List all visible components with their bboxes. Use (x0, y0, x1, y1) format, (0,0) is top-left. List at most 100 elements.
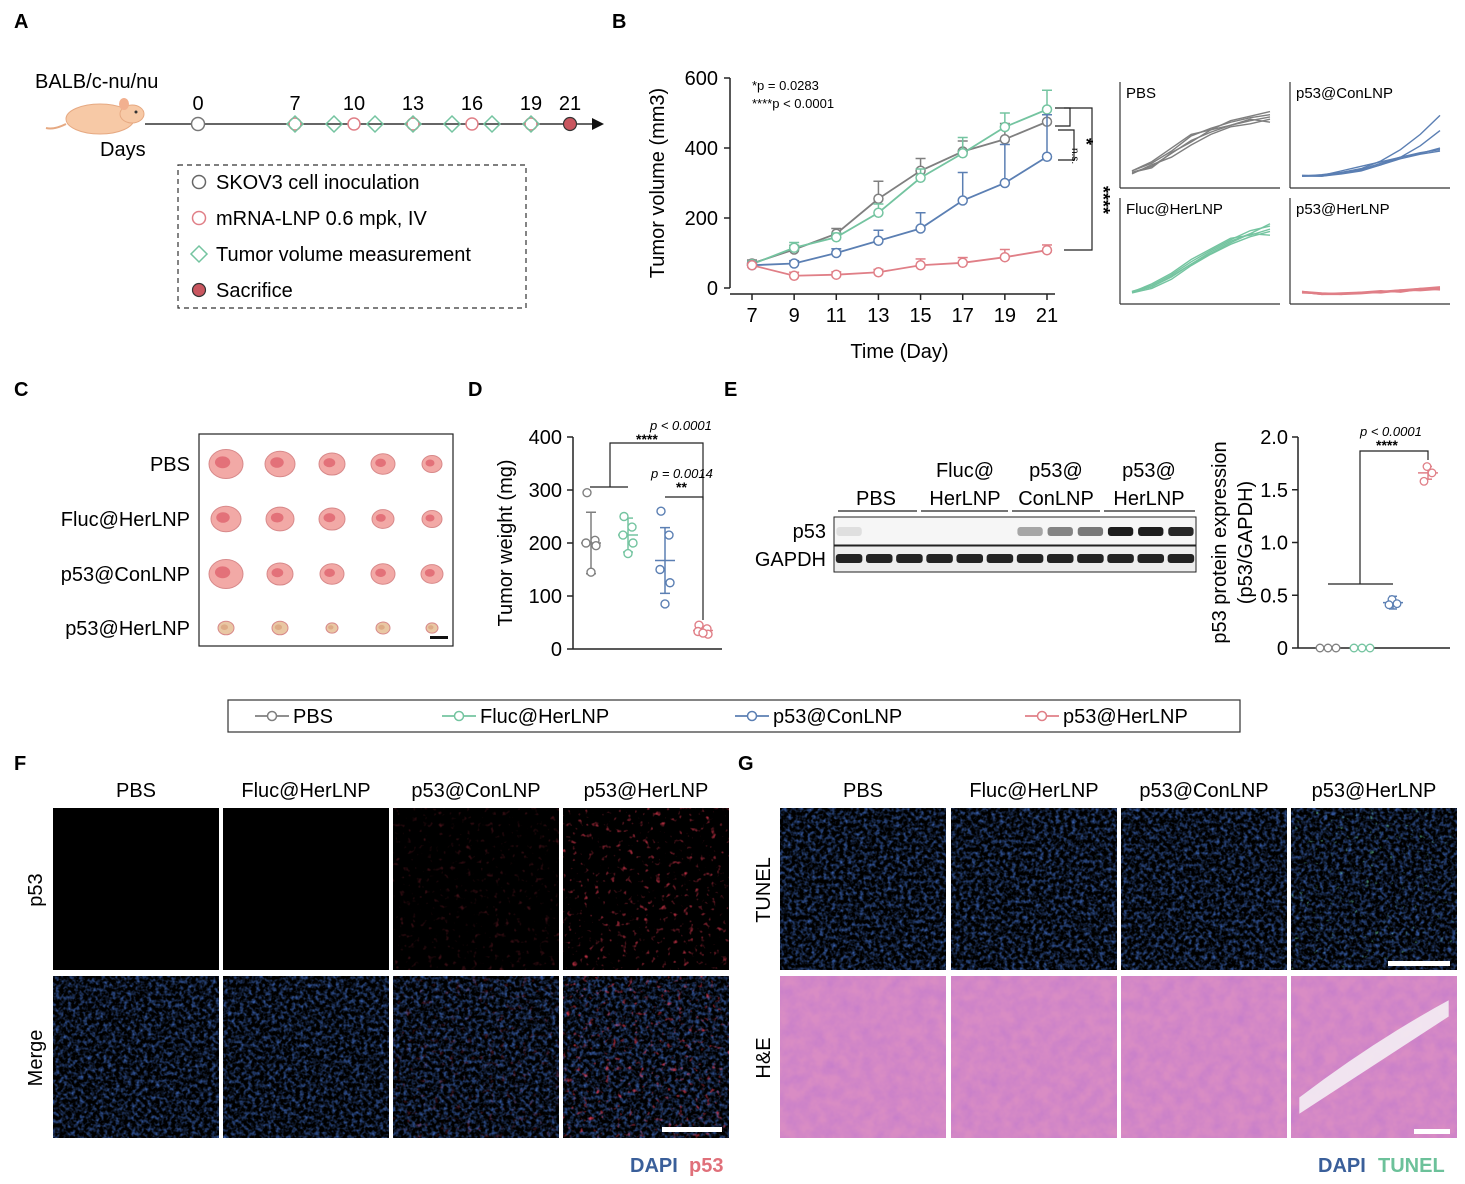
e-group-1 (1349, 643, 1375, 653)
tumor-highlight (375, 514, 386, 522)
b-axes: 0 200 400 600 7 9 11 13 15 17 19 21 Time (Day) Tumor … (647, 68, 1058, 363)
e-ytick-2.0: 2.0 (1260, 427, 1288, 449)
legend-label: mRNA-LNP 0.6 mpk, IV (216, 208, 427, 230)
b-small-line (1301, 287, 1441, 295)
f-stain-dapi: DAPI (630, 1155, 678, 1177)
timeline-tick-19: 19 (520, 93, 542, 115)
band-gapdh (835, 554, 863, 563)
b-small-plot-3: p53@HerLNP (1289, 198, 1450, 305)
b-point (999, 177, 1011, 189)
d-group-2 (655, 506, 675, 609)
g-scale-bar-2 (1414, 1129, 1450, 1134)
legend-point (1036, 710, 1048, 722)
b-sig-ns: n.s. (1069, 148, 1080, 164)
e-group-0 (1315, 643, 1341, 653)
band-gapdh (896, 554, 923, 563)
blot-group-label: HerLNP (929, 488, 1000, 510)
e-point (1315, 643, 1325, 653)
b-point (999, 134, 1011, 145)
tumor-highlight (274, 624, 282, 630)
tumor-highlight (424, 569, 435, 577)
b-ytick-400: 400 (685, 138, 718, 160)
legend-label-0: PBS (293, 706, 333, 728)
b-point (957, 148, 968, 159)
d-group-1 (618, 511, 638, 559)
g-col-label: p53@HerLNP (1312, 780, 1437, 802)
e-point (1419, 476, 1429, 486)
band-gapdh (986, 554, 1014, 563)
blot-group-label: PBS (856, 488, 896, 510)
b-point (1041, 104, 1053, 115)
b-small-line (1131, 232, 1271, 293)
b-point (788, 270, 800, 281)
d-point (665, 578, 675, 588)
b-point (999, 251, 1011, 263)
g-stain-tunel: TUNEL (1378, 1155, 1445, 1177)
e-ytick-1.5: 1.5 (1260, 480, 1288, 502)
timeline-markers (190, 114, 578, 134)
legend-label: Tumor volume measurement (216, 244, 471, 266)
f-micro-p53-0 (53, 808, 219, 970)
blot-group-label: ConLNP (1018, 488, 1094, 510)
e-ytick-0.5: 0.5 (1260, 585, 1288, 607)
panel-e-western: PBS Fluc@ HerLNP p53@ ConLNP p53@ HerLNP p53 GAP… (755, 424, 1450, 660)
tumor-highlight (216, 512, 230, 523)
b-small-line (1301, 286, 1441, 296)
timeline-legend-box (177, 164, 527, 309)
b-point (957, 195, 968, 206)
b-xtick-15: 15 (909, 305, 931, 327)
panel-b-growth-curve: 0 200 400 600 7 9 11 13 15 17 19 21 Time (Day) Tumor … (647, 68, 1450, 363)
b-sig-star: * (1076, 138, 1096, 145)
micro-dapi (780, 808, 946, 970)
d-ylabel: Tumor weight (mg) (495, 459, 517, 626)
b-small-line (1302, 147, 1441, 177)
tumor-row-label: Fluc@HerLNP (61, 509, 190, 531)
b-point (957, 257, 968, 269)
b-small-title: p53@HerLNP (1296, 201, 1390, 218)
band-gapdh (1046, 554, 1074, 563)
band-label-p53: p53 (793, 521, 826, 543)
d-point (655, 564, 665, 575)
b-sig-4star: **** (1093, 186, 1113, 214)
tumor-row-label: p53@HerLNP (65, 618, 190, 640)
f-col-label: Fluc@HerLNP (241, 780, 370, 802)
e-group-3 (1418, 462, 1438, 486)
g-micro-he-2 (1121, 976, 1287, 1138)
b-small-plot-1: p53@ConLNP (1289, 82, 1450, 189)
timeline-ticks: 0 7 10 13 16 19 21 (192, 93, 581, 115)
marker-injection (347, 117, 361, 131)
tumor-row-label: PBS (150, 454, 190, 476)
blot-group-label: p53@ (1029, 460, 1083, 482)
legend-label: SKOV3 cell inoculation (216, 172, 419, 194)
legend-marker-inoculation (191, 174, 207, 190)
f-scale-bar (662, 1127, 722, 1132)
panel-d-tumor-weight: 0 100 200 300 400 Tumor weight (mg) p < 0.000… (495, 418, 722, 661)
g-scale-bar-1 (1388, 961, 1450, 966)
band-p53 (1077, 527, 1104, 536)
b-xtick-11: 11 (826, 305, 847, 327)
e-point (1392, 599, 1402, 609)
b-xtick-7: 7 (746, 305, 757, 327)
b-point (999, 121, 1011, 133)
panel-letter-g: G (738, 753, 754, 775)
d-s2: ** (676, 479, 687, 495)
b-point (873, 207, 884, 218)
panel-letter-d: D (468, 379, 482, 401)
d-ytick-200: 200 (529, 533, 562, 555)
b-small-plot-2: Fluc@HerLNP (1119, 198, 1280, 305)
d-point (660, 599, 670, 609)
marker-injection (524, 117, 538, 131)
micro-tear (1299, 1000, 1449, 1114)
marker-measurement (365, 114, 385, 134)
e-s: **** (1376, 437, 1398, 453)
e-point (1357, 643, 1367, 653)
b-point (831, 269, 842, 280)
panel-letter-b: B (612, 11, 626, 33)
b-xtick-13: 13 (867, 305, 889, 327)
timeline-tick-21: 21 (559, 93, 581, 115)
micro-bg (223, 808, 389, 970)
micro-tunel (951, 808, 1117, 970)
b-ylabel: Tumor volume (mm3) (647, 88, 669, 278)
b-sig-brackets (1055, 107, 1093, 251)
b-point (915, 260, 926, 271)
